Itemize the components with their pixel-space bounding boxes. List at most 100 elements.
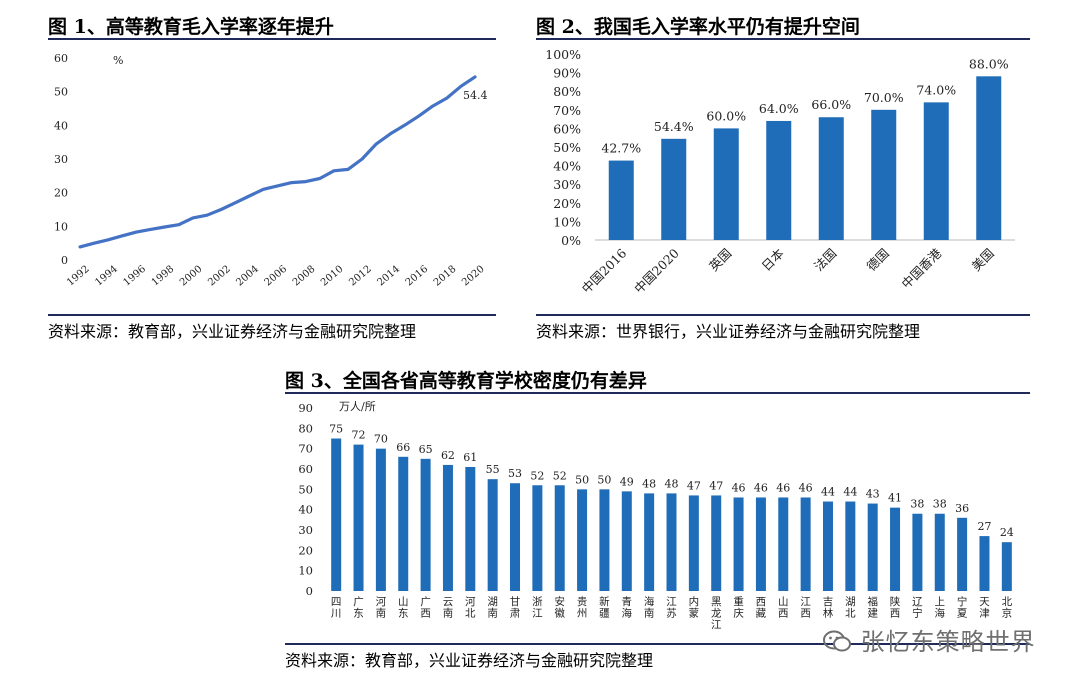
data-label: 65 bbox=[419, 443, 433, 456]
y-axis-unit: 万人/所 bbox=[339, 400, 376, 413]
y-tick-label: 90% bbox=[553, 66, 581, 81]
bar-19 bbox=[733, 497, 744, 591]
bar-6 bbox=[442, 464, 453, 591]
y-tick-label: 10 bbox=[54, 220, 68, 233]
y-tick-label: 100% bbox=[545, 47, 581, 62]
y-axis-unit: % bbox=[113, 54, 123, 67]
bar-25 bbox=[867, 503, 878, 591]
y-tick-label: 30% bbox=[553, 177, 581, 192]
bar-6 bbox=[871, 109, 897, 240]
x-tick-label: 1992 bbox=[65, 264, 92, 289]
bar-27 bbox=[912, 513, 923, 591]
bar-23 bbox=[822, 501, 833, 591]
y-tick-label: 80% bbox=[553, 84, 581, 99]
data-label: 61 bbox=[463, 451, 477, 464]
y-tick-label: 0% bbox=[561, 233, 581, 248]
fig3-title: 图 3、全国各省高等教育学校密度仍有差异 bbox=[285, 370, 647, 392]
data-label: 62 bbox=[441, 449, 455, 462]
category-label: 安徽 bbox=[554, 595, 565, 620]
category-label: 美国 bbox=[969, 246, 997, 274]
data-label: 48 bbox=[665, 477, 679, 490]
wechat-icon bbox=[823, 630, 851, 652]
data-label: 44 bbox=[821, 486, 835, 499]
fig2-title: 图 2、我国毛入学率水平仍有提升空间 bbox=[536, 16, 860, 38]
enrollment-rate-line bbox=[78, 75, 477, 249]
data-label: 72 bbox=[352, 429, 366, 442]
category-label: 中国香港 bbox=[898, 245, 944, 291]
fig2-source: 资料来源：世界银行，兴业证券经济与金融研究院整理 bbox=[536, 322, 921, 341]
category-label: 辽宁 bbox=[912, 596, 923, 620]
category-label: 新疆 bbox=[599, 595, 610, 620]
x-tick-label: 2000 bbox=[178, 264, 205, 289]
category-label: 广东 bbox=[353, 596, 364, 620]
category-label: 黑龙江 bbox=[711, 596, 722, 631]
y-tick-label: 30 bbox=[54, 153, 68, 166]
data-label: 49 bbox=[620, 475, 634, 488]
y-tick-label: 50% bbox=[553, 140, 581, 155]
y-tick-label: 60% bbox=[553, 121, 581, 136]
bar-12 bbox=[577, 489, 588, 591]
category-label: 山西 bbox=[778, 596, 789, 620]
category-label: 湖南 bbox=[487, 596, 498, 620]
bar-28 bbox=[934, 513, 945, 591]
watermark: 张忆东策略世界 bbox=[822, 622, 1036, 657]
y-tick-label: 50 bbox=[54, 86, 68, 99]
bar-2 bbox=[661, 138, 687, 240]
x-tick-label: 2018 bbox=[432, 264, 459, 289]
fig3-title-rule bbox=[285, 392, 1030, 394]
data-label: 54.4% bbox=[654, 119, 694, 134]
data-label: 70 bbox=[374, 433, 388, 446]
bar-3 bbox=[713, 128, 739, 240]
x-tick-label: 1996 bbox=[122, 264, 149, 289]
data-label: 46 bbox=[732, 481, 746, 494]
bar-20 bbox=[755, 497, 766, 591]
bar-14 bbox=[621, 491, 632, 591]
bar-8 bbox=[976, 76, 1002, 240]
category-label: 重庆 bbox=[733, 595, 744, 620]
data-label: 50 bbox=[597, 473, 611, 486]
bar-15 bbox=[644, 493, 655, 591]
category-label: 贵州 bbox=[577, 595, 588, 620]
y-tick-label: 90 bbox=[298, 401, 313, 415]
x-tick-label: 1994 bbox=[93, 264, 120, 289]
bar-29 bbox=[957, 517, 968, 591]
y-tick-label: 40% bbox=[553, 159, 581, 174]
bar-4 bbox=[398, 456, 409, 591]
category-label: 广西 bbox=[420, 596, 431, 620]
category-label: 吉林 bbox=[823, 596, 834, 620]
category-label: 内蒙 bbox=[689, 595, 700, 620]
bar-11 bbox=[554, 485, 565, 591]
y-tick-label: 80 bbox=[298, 421, 313, 435]
category-label: 中国2020 bbox=[631, 245, 682, 296]
data-label: 88.0% bbox=[969, 56, 1009, 71]
data-label: 47 bbox=[709, 479, 723, 492]
category-label: 英国 bbox=[706, 246, 734, 274]
fig1-source: 资料来源：教育部，兴业证券经济与金融研究院整理 bbox=[48, 322, 417, 341]
y-tick-label: 20 bbox=[54, 187, 68, 200]
fig1-title: 图 1、高等教育毛入学率逐年提升 bbox=[48, 16, 334, 38]
data-label: 46 bbox=[776, 481, 790, 494]
data-label: 52 bbox=[530, 469, 544, 482]
data-label: 52 bbox=[553, 469, 567, 482]
bar-2 bbox=[353, 444, 364, 591]
category-label: 陕西 bbox=[890, 595, 901, 620]
y-tick-label: 60 bbox=[298, 462, 313, 476]
fig3-source: 资料来源：教育部，兴业证券经济与金融研究院整理 bbox=[285, 651, 654, 670]
x-tick-label: 2002 bbox=[206, 264, 233, 289]
x-tick-label: 2014 bbox=[375, 264, 402, 289]
data-label: 36 bbox=[955, 502, 969, 515]
x-tick-label: 2012 bbox=[347, 264, 374, 289]
y-tick-label: 40 bbox=[298, 503, 313, 517]
category-label: 天津 bbox=[979, 596, 990, 620]
x-tick-label: 2006 bbox=[263, 264, 290, 289]
category-label: 福建 bbox=[867, 595, 878, 620]
bar-8 bbox=[487, 479, 498, 591]
bar-3 bbox=[375, 448, 386, 591]
category-label: 上海 bbox=[935, 596, 946, 620]
bar-chart-country-enrollment: 0% 10% 20% 30% 40% 50% 60% 70% 80% 90% 100% 42.7% 中国… bbox=[545, 47, 1015, 296]
data-label: 46 bbox=[799, 481, 813, 494]
bar-chart-province-density: 0 10 20 30 40 50 60 70 80 90 万人/所 75 四川 72 广东 70 河南 66 山东 6… bbox=[298, 400, 1013, 631]
bar-21 bbox=[778, 497, 789, 591]
category-label: 浙江 bbox=[532, 596, 543, 620]
